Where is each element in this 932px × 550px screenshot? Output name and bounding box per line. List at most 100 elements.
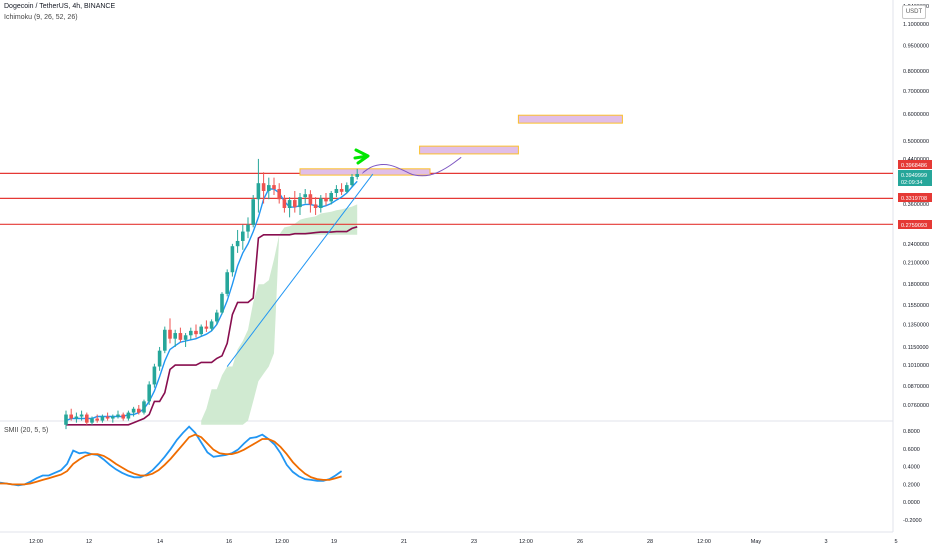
price-tag-bg [898, 170, 932, 186]
candle[interactable] [298, 197, 302, 208]
price-tick-label: 0.0760000 [903, 403, 929, 409]
forecast-path[interactable] [361, 156, 462, 177]
candle[interactable] [131, 408, 136, 413]
candle[interactable] [293, 200, 297, 208]
candle[interactable] [157, 350, 162, 367]
candle[interactable] [116, 414, 120, 417]
price-tick-label: 0.7000000 [903, 89, 929, 95]
candle[interactable] [209, 321, 214, 329]
candle[interactable] [282, 199, 287, 208]
price-tick-label: 0.3600000 [903, 202, 929, 208]
candle[interactable] [111, 416, 115, 419]
time-tick-label: 16 [226, 539, 232, 545]
candle[interactable] [64, 414, 68, 425]
candle[interactable] [152, 366, 157, 385]
price-tick-label: 0.1350000 [903, 322, 929, 328]
time-tick-label: 12:00 [275, 539, 289, 545]
price-tag-bg [898, 220, 932, 229]
candle[interactable] [334, 188, 339, 193]
candle[interactable] [235, 240, 240, 247]
candle[interactable] [241, 231, 245, 241]
candle[interactable] [230, 246, 235, 273]
candle[interactable] [319, 198, 323, 208]
candle[interactable] [339, 188, 344, 192]
smi-tick-label: 0.8000 [903, 429, 920, 435]
candle[interactable] [168, 329, 172, 339]
candle[interactable] [204, 326, 209, 329]
candle[interactable] [121, 414, 125, 419]
time-tick-label: 3 [824, 539, 827, 545]
ichimoku-cloud [201, 204, 358, 425]
price-tag-bg [898, 193, 932, 202]
candle[interactable] [95, 418, 99, 421]
candle[interactable] [350, 176, 354, 186]
price-tick-label: 0.8000000 [903, 69, 929, 75]
candle[interactable] [329, 192, 333, 202]
candle[interactable] [355, 174, 359, 177]
symbol-title: Dogecoin / TetherUS, 4h, BINANCE [4, 3, 116, 10]
time-tick-label: 12:00 [29, 539, 43, 545]
smi-tick-label: -0.2000 [903, 518, 922, 524]
time-tick-label: 5 [894, 539, 897, 545]
candle[interactable] [287, 200, 292, 208]
candle[interactable] [246, 224, 250, 232]
time-tick-label: May [751, 539, 762, 545]
price-tag-bg [898, 160, 932, 169]
candle[interactable] [189, 330, 193, 336]
candle[interactable] [267, 185, 271, 191]
candle[interactable] [225, 272, 229, 294]
candle[interactable] [324, 198, 328, 202]
price-tick-label: 0.2100000 [903, 261, 929, 267]
target-zone-0[interactable] [299, 168, 431, 176]
candle[interactable] [69, 414, 73, 419]
candle[interactable] [126, 412, 131, 419]
smi-signal-line [0, 433, 342, 486]
price-tick-label: 0.6000000 [903, 112, 929, 118]
smi-tick-label: 0.4000 [903, 465, 920, 471]
price-tick-label: 1.1000000 [903, 22, 929, 28]
candle[interactable] [147, 384, 151, 402]
time-tick-label: 12:00 [697, 539, 711, 545]
candle[interactable] [251, 199, 255, 225]
ichimoku-legend: Ichimoku (9, 26, 52, 26) [4, 14, 78, 21]
price-tick-label: 0.1150000 [903, 345, 929, 351]
countdown-label: 02:09:34 [901, 180, 922, 186]
currency-button[interactable]: USDT [902, 5, 926, 19]
candle[interactable] [261, 183, 266, 191]
candle[interactable] [85, 414, 89, 423]
candle[interactable] [313, 204, 318, 208]
candle[interactable] [173, 333, 177, 339]
candle[interactable] [142, 401, 146, 413]
candle[interactable] [272, 185, 276, 189]
candle[interactable] [163, 329, 167, 351]
candle[interactable] [79, 414, 84, 417]
candle[interactable] [100, 416, 105, 421]
smi-tick-label: 0.2000 [903, 482, 920, 488]
smii-legend: SMII (20, 5, 5) [4, 427, 49, 434]
candle[interactable] [308, 194, 313, 205]
candle[interactable] [345, 185, 349, 192]
candle[interactable] [256, 183, 261, 200]
candle[interactable] [220, 293, 224, 313]
candle[interactable] [137, 408, 141, 413]
candle[interactable] [105, 416, 110, 419]
candle[interactable] [178, 333, 183, 340]
candle[interactable] [215, 312, 219, 322]
price-tick-label: 0.9500000 [903, 44, 929, 50]
time-tick-label: 23 [471, 539, 477, 545]
target-zone-2[interactable] [517, 114, 623, 124]
candle[interactable] [277, 188, 281, 200]
candle[interactable] [194, 330, 198, 335]
candle[interactable] [303, 194, 307, 198]
candle[interactable] [90, 418, 94, 423]
candle[interactable] [199, 326, 203, 335]
candle[interactable] [74, 416, 79, 419]
trend-line[interactable] [226, 173, 374, 367]
price-tick-label: 0.1800000 [903, 282, 929, 288]
target-zone-1[interactable] [419, 145, 519, 155]
candle[interactable] [183, 335, 188, 340]
time-tick-label: 12 [86, 539, 92, 545]
price-tick-label: 0.0870000 [903, 384, 929, 390]
